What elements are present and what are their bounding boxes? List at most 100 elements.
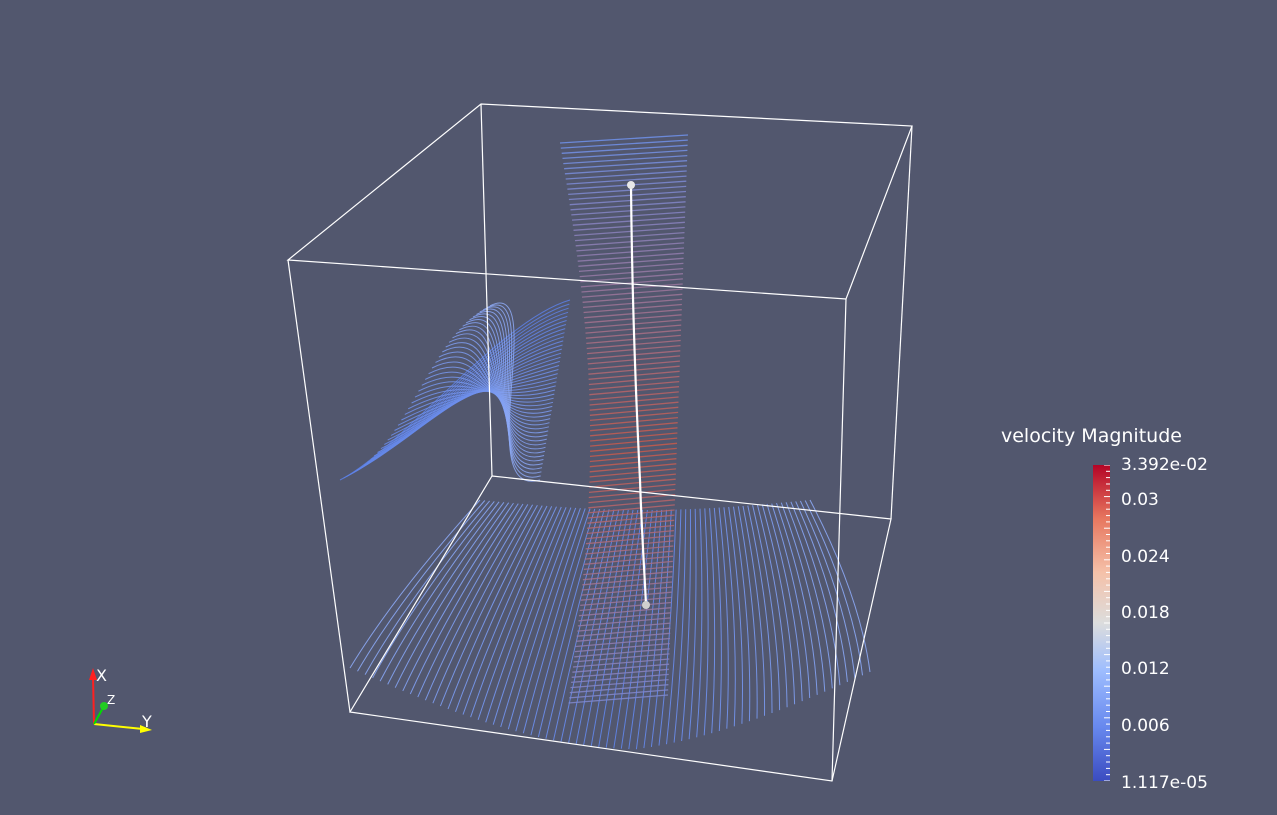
streamline bbox=[737, 506, 758, 719]
streamline bbox=[576, 242, 685, 252]
streamline bbox=[752, 505, 781, 711]
streamline bbox=[569, 689, 669, 699]
streamline bbox=[452, 333, 548, 438]
scalar-bar[interactable] bbox=[1093, 465, 1110, 781]
streamline bbox=[709, 508, 716, 734]
probe-handle-bottom[interactable] bbox=[642, 601, 650, 609]
streamline bbox=[411, 385, 556, 404]
streamline bbox=[472, 313, 544, 462]
streamline bbox=[561, 144, 688, 154]
streamline bbox=[776, 502, 818, 695]
streamline bbox=[598, 509, 639, 748]
streamline bbox=[582, 571, 673, 581]
streamline bbox=[589, 401, 679, 411]
streamline bbox=[583, 565, 673, 576]
axis-z-label: Z bbox=[107, 693, 115, 707]
streamline bbox=[568, 509, 620, 744]
streamline bbox=[733, 506, 751, 722]
streamline bbox=[588, 375, 680, 386]
streamline bbox=[590, 427, 678, 437]
floor-streamlines bbox=[349, 499, 871, 750]
streamline bbox=[372, 501, 495, 679]
streamline bbox=[581, 586, 672, 596]
streamline bbox=[470, 506, 557, 718]
streamline bbox=[577, 617, 671, 627]
streamline bbox=[576, 632, 671, 642]
streamline bbox=[589, 468, 677, 478]
streamline bbox=[587, 509, 675, 519]
streamline bbox=[424, 504, 529, 701]
streamline bbox=[379, 501, 500, 682]
streamline bbox=[409, 503, 519, 695]
streamline bbox=[414, 385, 556, 398]
streamline bbox=[522, 508, 591, 734]
streamline bbox=[590, 442, 678, 452]
streamline bbox=[681, 509, 692, 742]
streamline bbox=[586, 524, 675, 535]
streamline bbox=[572, 663, 670, 673]
streamline bbox=[572, 658, 670, 668]
scalar-bar-title: velocity Magnitude bbox=[1001, 425, 1182, 447]
streamline bbox=[418, 381, 555, 400]
streamline bbox=[459, 325, 547, 446]
streamline bbox=[795, 501, 848, 682]
streamline bbox=[589, 380, 680, 391]
streamline bbox=[404, 377, 558, 415]
streamline bbox=[588, 493, 676, 504]
streamline bbox=[560, 139, 688, 149]
streamline bbox=[703, 508, 709, 736]
streamline bbox=[588, 488, 676, 499]
streamline bbox=[479, 308, 543, 470]
streamline bbox=[790, 501, 841, 686]
streamline bbox=[728, 506, 743, 724]
streamline bbox=[771, 503, 811, 699]
streamline bbox=[785, 502, 833, 689]
probe-line[interactable] bbox=[627, 181, 650, 609]
bounding-box-outline bbox=[286, 103, 913, 782]
streamline bbox=[590, 432, 678, 442]
streamline bbox=[589, 478, 676, 488]
streamline bbox=[559, 134, 689, 144]
streamline bbox=[571, 211, 686, 221]
streamline bbox=[407, 381, 557, 410]
streamline bbox=[564, 160, 688, 170]
streamline bbox=[530, 508, 596, 736]
orientation-axes-widget: X Z Y bbox=[89, 666, 152, 733]
streamline bbox=[431, 361, 552, 414]
left-streamlines bbox=[339, 299, 571, 482]
streamline bbox=[572, 216, 686, 226]
streamline bbox=[666, 509, 682, 745]
streamline bbox=[588, 483, 676, 494]
streamline bbox=[574, 231, 685, 242]
streamline bbox=[658, 509, 677, 746]
streamline bbox=[486, 304, 541, 478]
streamline bbox=[380, 348, 562, 450]
streamline bbox=[583, 509, 629, 746]
streamline bbox=[588, 499, 676, 509]
streamline bbox=[628, 509, 658, 750]
scalar-bar-tick-label: 0.018 bbox=[1121, 603, 1170, 623]
streamline bbox=[439, 504, 538, 707]
streamline bbox=[566, 175, 687, 185]
scalar-bar-tick-label: 0.006 bbox=[1121, 716, 1170, 736]
streamline bbox=[589, 391, 679, 401]
scalar-bar-tick-label: 0.024 bbox=[1121, 547, 1170, 567]
streamline bbox=[462, 506, 553, 715]
streamline bbox=[570, 201, 686, 211]
streamline bbox=[455, 329, 547, 442]
streamline bbox=[579, 607, 672, 617]
streamline bbox=[581, 581, 673, 591]
streamline bbox=[713, 507, 722, 732]
streamline bbox=[673, 509, 687, 743]
streamline bbox=[747, 505, 773, 714]
streamline bbox=[515, 508, 586, 732]
streamline bbox=[620, 509, 653, 749]
streamline bbox=[447, 505, 543, 710]
streamline bbox=[575, 637, 671, 648]
probe-handle-top[interactable] bbox=[627, 181, 635, 189]
streamline bbox=[545, 509, 605, 739]
streamline bbox=[589, 473, 676, 483]
streamline bbox=[553, 509, 610, 741]
